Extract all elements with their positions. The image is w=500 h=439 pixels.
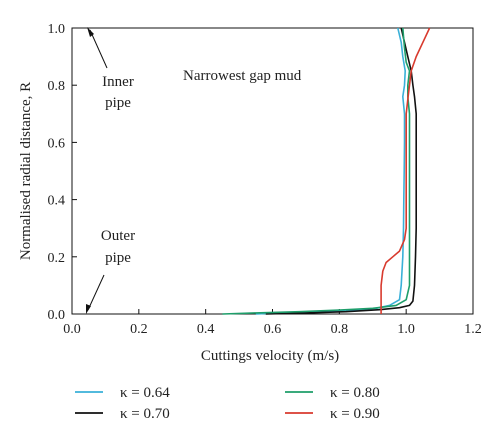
legend: κ = 0.64 κ = 0.80 κ = 0.70 κ = 0.90 — [75, 385, 380, 422]
axes: 0.0 0.2 0.4 0.6 0.8 1.0 1.2 0.0 0.2 0.4 0.6 0.8 1.0 — [48, 22, 482, 337]
legend-item: κ = 0.90 — [285, 406, 380, 422]
x-tick-label: 0.2 — [130, 322, 148, 337]
y-axis-label: Normalised radial distance, R — [18, 82, 34, 260]
series-lines — [222, 27, 431, 315]
legend-label: κ = 0.70 — [120, 406, 170, 422]
legend-label: κ = 0.80 — [330, 385, 380, 401]
legend-item: κ = 0.70 — [75, 406, 170, 422]
y-tick-label: 0.8 — [48, 79, 66, 94]
annotations: Narrowest gap mud Inner pipe Outer pipe — [86, 27, 302, 314]
y-tick-label: 0.6 — [48, 136, 66, 151]
x-tick-label: 0.8 — [331, 322, 349, 337]
y-tick-label: 0.4 — [48, 194, 66, 209]
y-tick-label: 0.0 — [48, 308, 66, 323]
x-tick-label: 1.2 — [464, 322, 482, 337]
legend-item: κ = 0.80 — [285, 385, 380, 401]
inner-pipe-label-line2: pipe — [105, 95, 131, 111]
series-line-3 — [380, 27, 431, 314]
x-axis-label: Cuttings velocity (m/s) — [201, 348, 339, 364]
legend-label: κ = 0.90 — [330, 406, 380, 422]
outer-pipe-label-line1: Outer — [101, 228, 135, 244]
legend-item: κ = 0.64 — [75, 385, 170, 401]
x-tick-label: 0.6 — [264, 322, 282, 337]
x-tick-label: 0.4 — [197, 322, 215, 337]
x-tick-label: 0.0 — [63, 322, 81, 337]
axis-text: Cuttings velocity (m/s) Normalised radia… — [18, 82, 339, 364]
outer-pipe-arrow — [86, 274, 105, 314]
series-line-2 — [222, 27, 411, 315]
inner-pipe-arrow — [87, 27, 108, 69]
outer-pipe-label-line2: pipe — [105, 250, 131, 266]
inner-pipe-label-line1: Inner — [102, 74, 134, 90]
y-tick-label: 1.0 — [48, 22, 66, 37]
x-tick-label: 1.0 — [397, 322, 415, 337]
y-tick-label: 0.2 — [48, 251, 66, 266]
plot-label: Narrowest gap mud — [183, 68, 302, 84]
legend-label: κ = 0.64 — [120, 385, 170, 401]
